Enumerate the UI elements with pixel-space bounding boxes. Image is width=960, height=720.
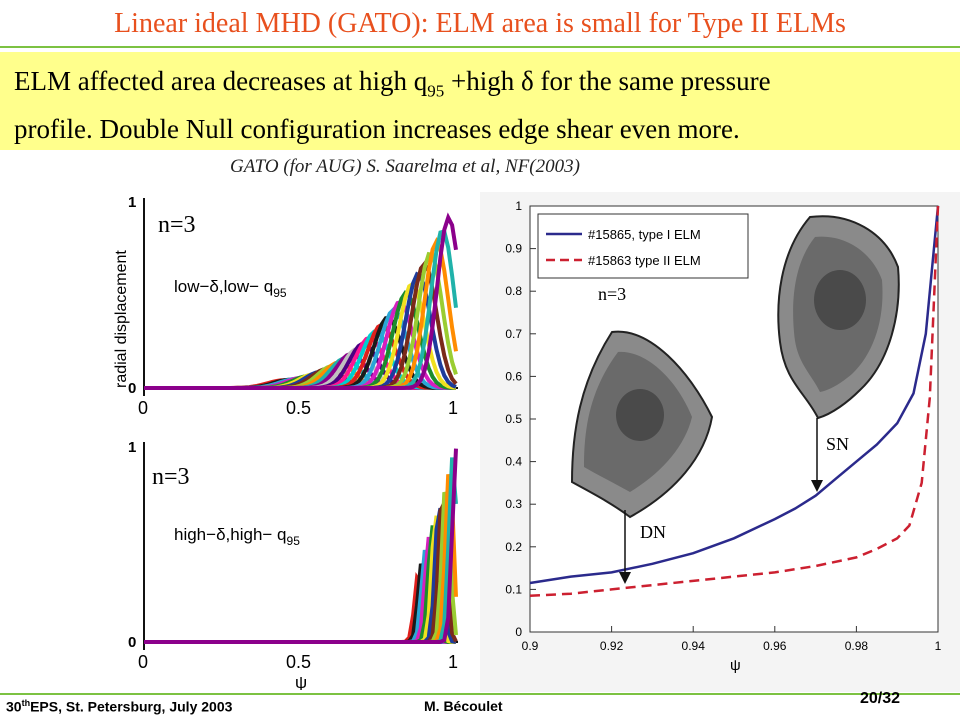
bottom-left-figure: 1 0 0 0.5 1 ψ n=3 high−δ,high− q95 bbox=[110, 432, 470, 690]
summary-box: ELM affected area decreases at high q95 … bbox=[0, 52, 960, 150]
summary-line1-a: ELM affected area decreases at high q bbox=[14, 66, 428, 96]
dn-plasma-cross-section bbox=[570, 330, 714, 519]
footer-divider bbox=[0, 693, 960, 695]
bottom-left-ytick-1: 1 bbox=[128, 439, 136, 456]
legend-label-type-ii: #15863 type II ELM bbox=[588, 253, 701, 268]
right-ytick-label: 0.2 bbox=[505, 540, 522, 554]
bottom-left-ytick-0: 0 bbox=[128, 634, 136, 651]
right-ytick-label: 0.7 bbox=[505, 327, 522, 341]
right-ytick-label: 1 bbox=[515, 199, 522, 213]
top-left-ylabel: radial displacement bbox=[113, 250, 130, 388]
right-ytick-label: 0 bbox=[515, 625, 522, 639]
right-xtick-label: 1 bbox=[935, 639, 942, 653]
dn-label: DN bbox=[640, 522, 666, 542]
footer-author: M. Bécoulet bbox=[424, 698, 503, 714]
right-ytick-label: 0.3 bbox=[505, 497, 522, 511]
footer-conference: 30thEPS, St. Petersburg, July 2003 bbox=[6, 698, 233, 715]
right-xtick-label: 0.94 bbox=[682, 639, 706, 653]
top-left-xtick-05: 0.5 bbox=[286, 398, 311, 418]
top-left-mode-label: n=3 bbox=[158, 212, 196, 238]
right-ytick-label: 0.9 bbox=[505, 242, 522, 256]
page-number: 20/32 bbox=[859, 690, 900, 707]
right-xtick-label: 0.9 bbox=[522, 639, 539, 653]
right-series-lines bbox=[529, 205, 940, 598]
right-ytick-label: 0.6 bbox=[505, 369, 522, 383]
top-left-ytick-1: 1 bbox=[128, 194, 136, 211]
summary-line2: profile. Double Null configuration incre… bbox=[14, 114, 740, 145]
title-divider bbox=[0, 46, 960, 48]
slide-title: Linear ideal MHD (GATO): ELM area is sma… bbox=[114, 8, 846, 39]
dn-arrow bbox=[619, 510, 631, 584]
citation: GATO (for AUG) S. Saarelma et al, NF(200… bbox=[230, 156, 580, 177]
right-ytick-label: 0.4 bbox=[505, 455, 522, 469]
sn-label: SN bbox=[826, 434, 849, 454]
top-left-xtick-0: 0 bbox=[138, 398, 148, 418]
right-ytick-label: 0.8 bbox=[505, 284, 522, 298]
summary-line1-sub: 95 bbox=[427, 81, 445, 101]
right-xtick-label: 0.98 bbox=[845, 639, 869, 653]
series-type-i-elm-line bbox=[529, 205, 940, 585]
bottom-left-xlabel: ψ bbox=[295, 673, 307, 690]
right-legend: #15865, type I ELM #15863 type II ELM bbox=[537, 213, 749, 279]
summary-line1-b: +high δ for the same pressure bbox=[444, 66, 771, 96]
bottom-left-mode-label: n=3 bbox=[152, 464, 190, 490]
bottom-left-curves bbox=[144, 448, 458, 644]
legend-label-type-i: #15865, type I ELM bbox=[588, 227, 701, 242]
top-left-curves bbox=[144, 212, 458, 390]
right-xlabel: ψ bbox=[730, 657, 741, 674]
series-type-ii-elm-line bbox=[529, 205, 940, 598]
top-left-ytick-0: 0 bbox=[128, 380, 136, 397]
right-ytick-label: 0.5 bbox=[505, 412, 522, 426]
sn-arrow bbox=[811, 418, 823, 492]
mode-curve bbox=[144, 448, 458, 644]
bottom-left-case-label: high−δ,high− q95 bbox=[174, 525, 300, 548]
bottom-left-xtick-05: 0.5 bbox=[286, 652, 311, 672]
right-xtick-label: 0.92 bbox=[600, 639, 624, 653]
bottom-left-xtick-1: 1 bbox=[448, 652, 458, 672]
right-figure: 0 0.1 0.2 0.3 0.4 0.5 0.6 0.7 0.8 0.9 1 0.9 0.92 0.94… bbox=[480, 192, 960, 692]
top-left-xtick-1: 1 bbox=[448, 398, 458, 418]
summary-text: ELM affected area decreases at high q95 … bbox=[14, 62, 944, 148]
right-axis-ticks: 0 0.1 0.2 0.3 0.4 0.5 0.6 0.7 0.8 0.9 1 0.9 0.92 0.94… bbox=[505, 199, 941, 653]
top-left-case-label: low−δ,low− q95 bbox=[174, 277, 287, 300]
top-left-figure: 1 0 0 0.5 1 radial displacement n=3 low−… bbox=[110, 188, 470, 428]
sn-plasma-cross-section bbox=[777, 215, 900, 420]
right-xtick-label: 0.96 bbox=[763, 639, 787, 653]
right-mode-label: n=3 bbox=[598, 284, 626, 304]
right-ytick-label: 0.1 bbox=[505, 582, 522, 596]
mode-curve bbox=[144, 212, 458, 390]
bottom-left-xtick-0: 0 bbox=[138, 652, 148, 672]
